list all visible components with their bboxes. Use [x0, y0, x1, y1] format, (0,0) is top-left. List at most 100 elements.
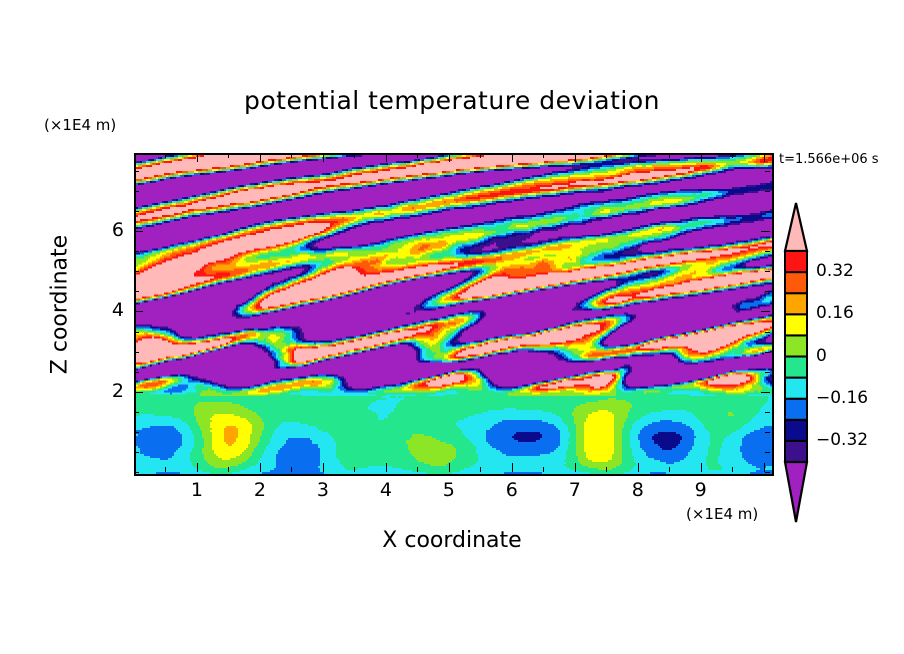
y-tick-minor: [134, 412, 139, 413]
x-tick-minor-top: [417, 153, 418, 158]
colorbar-tick-label: 0.32: [816, 261, 854, 282]
x-tick-label: 6: [505, 479, 518, 501]
y-tick-minor-right: [765, 372, 770, 373]
colorbar-cell: [784, 397, 808, 421]
plot-area: [134, 153, 774, 476]
y-tick-minor: [134, 271, 139, 272]
y-tick-minor-right: [765, 171, 770, 172]
y-tick-minor-right: [765, 191, 770, 192]
simulation-time-annotation: t=1.566e+06 s: [779, 152, 879, 167]
y-tick-major-right: [761, 311, 770, 312]
y-tick-minor-right: [765, 412, 770, 413]
colorbar: [783, 200, 823, 525]
x-tick-minor-top: [291, 153, 292, 158]
y-tick-minor: [134, 171, 139, 172]
x-tick-minor: [228, 467, 229, 472]
y-tick-minor-right: [765, 452, 770, 453]
x-tick-major: [575, 463, 576, 472]
y-tick-minor-right: [765, 271, 770, 272]
y-tick-minor: [134, 432, 139, 433]
x-tick-minor-top: [480, 153, 481, 158]
contour-field: [136, 155, 772, 474]
y-axis-unit-label: (×1E4 m): [44, 116, 117, 134]
y-tick-minor-right: [765, 291, 770, 292]
x-tick-minor-top: [228, 153, 229, 158]
y-tick-minor: [134, 332, 139, 333]
x-tick-major: [512, 463, 513, 472]
y-tick-minor: [134, 191, 139, 192]
colorbar-cell: [784, 334, 808, 358]
x-tick-major: [638, 463, 639, 472]
colorbar-cell: [784, 418, 808, 442]
y-tick-minor: [134, 211, 139, 212]
x-tick-label: 8: [631, 479, 644, 501]
y-tick-minor: [134, 291, 139, 292]
y-tick-label: 2: [111, 379, 124, 402]
x-axis-unit-label: (×1E4 m): [686, 505, 759, 523]
x-tick-minor-top: [606, 153, 607, 158]
x-tick-major-top: [575, 153, 576, 162]
colorbar-under-arrow: [783, 460, 809, 523]
x-tick-minor-top: [134, 153, 135, 158]
x-tick-label: 5: [442, 479, 455, 501]
x-axis-title: X coordinate: [382, 528, 522, 553]
x-tick-label: 4: [379, 479, 392, 501]
y-tick-minor: [134, 251, 139, 252]
x-tick-label: 2: [253, 479, 266, 501]
y-tick-major: [134, 392, 143, 393]
page-title: potential temperature deviation: [244, 86, 660, 115]
colorbar-cell: [784, 439, 808, 463]
x-tick-major-top: [512, 153, 513, 162]
y-tick-minor: [134, 472, 139, 473]
y-tick-minor-right: [765, 211, 770, 212]
y-tick-minor: [134, 372, 139, 373]
x-tick-major: [449, 463, 450, 472]
y-tick-minor-right: [765, 352, 770, 353]
x-tick-label: 1: [190, 479, 204, 501]
x-tick-minor: [732, 467, 733, 472]
colorbar-svg: [783, 202, 809, 523]
y-axis-title: Z coordinate: [47, 234, 73, 375]
x-tick-minor: [291, 467, 292, 472]
x-tick-major-top: [638, 153, 639, 162]
y-tick-major: [134, 231, 143, 232]
y-tick-major: [134, 311, 143, 312]
x-tick-label: 3: [316, 479, 329, 501]
colorbar-cell: [784, 292, 808, 316]
x-tick-major: [701, 463, 702, 472]
x-tick-minor: [165, 467, 166, 472]
x-tick-major-top: [764, 153, 765, 162]
x-tick-minor-top: [165, 153, 166, 158]
x-tick-minor-top: [669, 153, 670, 158]
y-tick-label: 4: [111, 299, 124, 322]
x-tick-minor: [480, 467, 481, 472]
y-tick-label: 6: [111, 219, 124, 242]
x-tick-label: 7: [568, 479, 581, 501]
colorbar-over-arrow: [783, 202, 809, 253]
x-tick-minor: [354, 467, 355, 472]
x-tick-major: [323, 463, 324, 472]
colorbar-tick-label: 0: [816, 345, 827, 366]
colorbar-cell: [784, 250, 808, 274]
x-tick-major: [260, 463, 261, 472]
x-tick-minor-top: [543, 153, 544, 158]
colorbar-tick-label: 0.16: [816, 303, 854, 324]
x-tick-minor: [417, 467, 418, 472]
x-tick-major: [386, 463, 387, 472]
x-tick-minor: [543, 467, 544, 472]
y-tick-minor-right: [765, 332, 770, 333]
x-tick-major-top: [197, 153, 198, 162]
y-tick-minor: [134, 452, 139, 453]
x-tick-major: [764, 463, 765, 472]
x-tick-minor: [606, 467, 607, 472]
x-tick-minor: [134, 467, 135, 472]
y-tick-minor: [134, 352, 139, 353]
y-tick-major-right: [761, 231, 770, 232]
colorbar-tick-label: −0.32: [816, 429, 869, 450]
y-tick-minor-right: [765, 251, 770, 252]
y-tick-major-right: [761, 392, 770, 393]
x-tick-minor-top: [354, 153, 355, 158]
y-tick-minor-right: [765, 432, 770, 433]
x-tick-major-top: [386, 153, 387, 162]
